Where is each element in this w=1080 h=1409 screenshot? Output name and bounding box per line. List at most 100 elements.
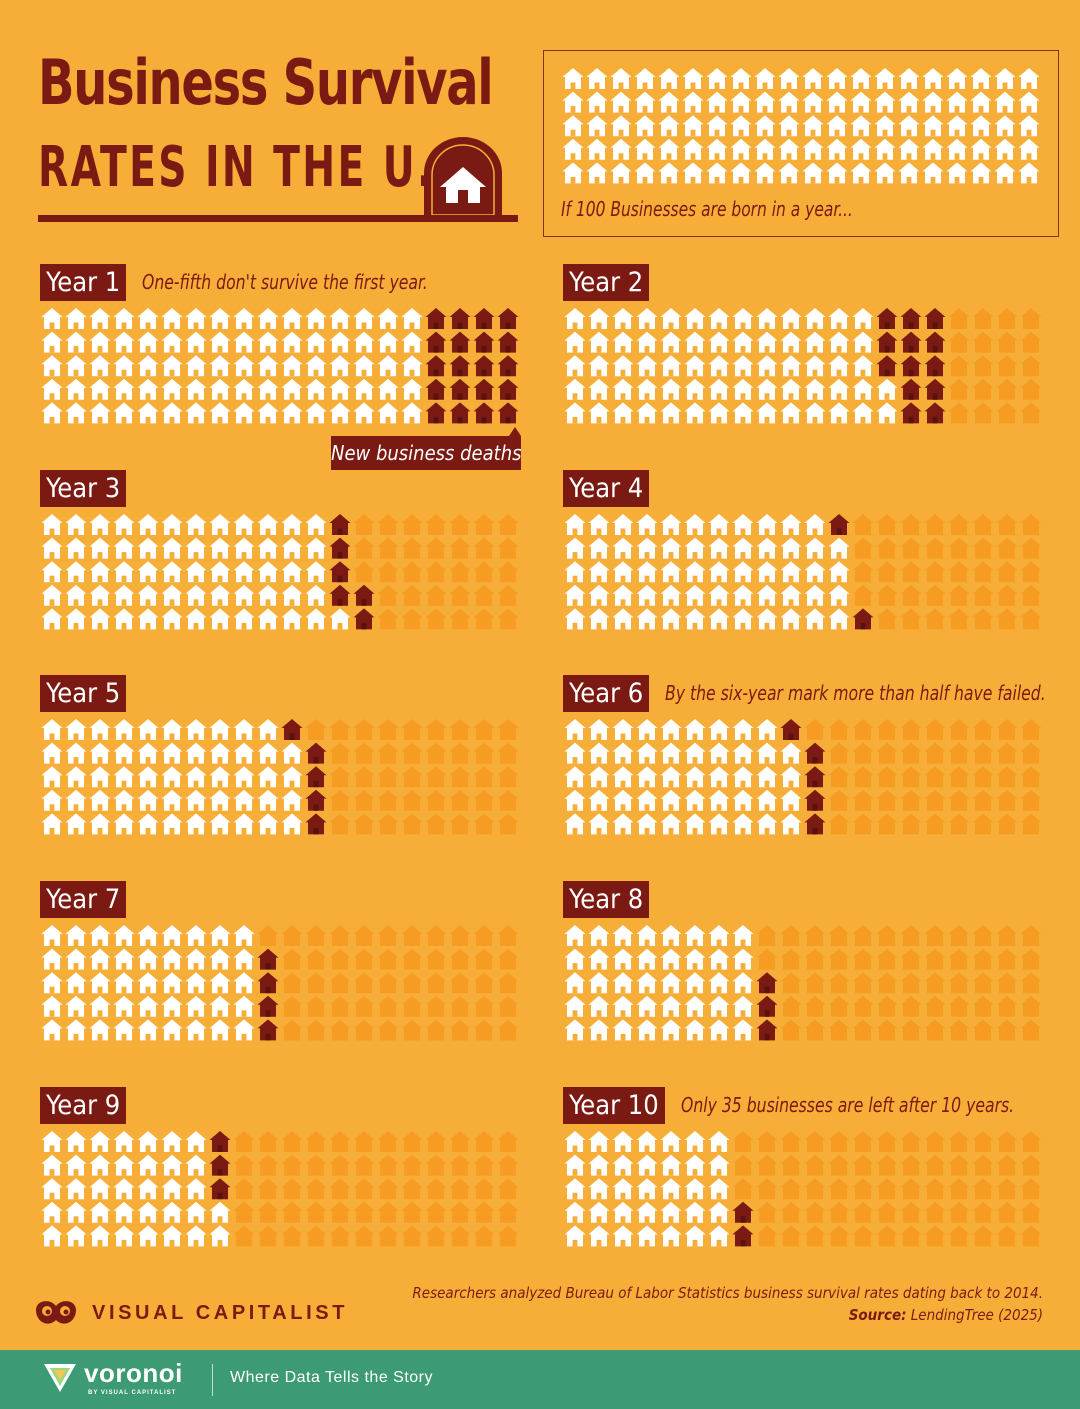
new-death-house-icon: [473, 402, 495, 424]
surviving-house-icon: [209, 308, 231, 329]
past-death-house-icon: [353, 514, 375, 535]
surviving-house-icon: [401, 378, 423, 400]
past-death-house-icon: [473, 1201, 495, 1223]
surviving-house-icon: [804, 584, 826, 606]
past-death-house-icon: [1020, 1154, 1042, 1176]
past-death-house-icon: [497, 925, 519, 946]
surviving-house-icon: [1018, 68, 1040, 89]
surviving-house-icon: [588, 1154, 610, 1176]
surviving-house-icon: [281, 402, 303, 424]
past-death-house-icon: [353, 1131, 375, 1152]
past-death-house-icon: [449, 1019, 471, 1041]
new-death-house-icon: [449, 378, 471, 400]
surviving-house-icon: [636, 514, 658, 535]
past-death-house-icon: [425, 584, 447, 606]
surviving-house-icon: [684, 972, 706, 994]
surviving-house-icon: [257, 402, 279, 424]
surviving-house-icon: [137, 608, 159, 630]
past-death-house-icon: [804, 719, 826, 740]
surviving-house-icon: [562, 68, 584, 89]
past-death-house-icon: [924, 561, 946, 583]
surviving-house-icon: [634, 115, 656, 137]
new-death-house-icon: [497, 308, 519, 329]
past-death-house-icon: [497, 1131, 519, 1152]
past-death-house-icon: [948, 1019, 970, 1041]
past-death-house-icon: [497, 742, 519, 764]
past-death-house-icon: [804, 995, 826, 1017]
past-death-house-icon: [281, 1201, 303, 1223]
surviving-house-icon: [281, 766, 303, 788]
surviving-house-icon: [89, 331, 111, 353]
surviving-house-icon: [612, 1201, 634, 1223]
past-death-house-icon: [425, 1225, 447, 1247]
past-death-house-icon: [924, 719, 946, 740]
past-death-house-icon: [972, 813, 994, 835]
surviving-house-icon: [612, 789, 634, 811]
surviving-house-icon: [89, 308, 111, 329]
surviving-house-icon: [778, 68, 800, 89]
past-death-house-icon: [900, 1131, 922, 1152]
past-death-house-icon: [329, 766, 351, 788]
past-death-house-icon: [449, 514, 471, 535]
surviving-house-icon: [612, 1225, 634, 1247]
new-death-house-icon: [305, 813, 327, 835]
past-death-house-icon: [924, 972, 946, 994]
new-death-house-icon: [473, 331, 495, 353]
past-death-house-icon: [996, 719, 1018, 740]
surviving-house-icon: [377, 308, 399, 329]
surviving-house-icon: [636, 608, 658, 630]
past-death-house-icon: [852, 537, 874, 559]
past-death-house-icon: [377, 537, 399, 559]
past-death-house-icon: [233, 1131, 255, 1152]
surviving-house-icon: [612, 1178, 634, 1200]
surviving-house-icon: [636, 402, 658, 424]
past-death-house-icon: [780, 948, 802, 970]
surviving-house-icon: [209, 514, 231, 535]
surviving-house-icon: [826, 91, 848, 113]
past-death-house-icon: [473, 584, 495, 606]
surviving-house-icon: [113, 1154, 135, 1176]
past-death-house-icon: [497, 1154, 519, 1176]
past-death-house-icon: [377, 1154, 399, 1176]
surviving-house-icon: [754, 162, 776, 184]
surviving-house-icon: [185, 402, 207, 424]
surviving-house-icon: [708, 561, 730, 583]
past-death-house-icon: [449, 789, 471, 811]
past-death-house-icon: [281, 1225, 303, 1247]
past-death-house-icon: [449, 925, 471, 946]
surviving-house-icon: [209, 402, 231, 424]
new-death-house-icon: [497, 378, 519, 400]
surviving-house-icon: [970, 68, 992, 89]
surviving-house-icon: [161, 972, 183, 994]
new-death-house-icon: [257, 948, 279, 970]
past-death-house-icon: [425, 742, 447, 764]
surviving-house-icon: [161, 355, 183, 377]
past-death-house-icon: [329, 719, 351, 740]
voronoi-subtitle: BY VISUAL CAPITALIST: [88, 1390, 177, 1396]
surviving-house-icon: [65, 514, 87, 535]
surviving-house-icon: [610, 115, 632, 137]
past-death-house-icon: [828, 766, 850, 788]
past-death-house-icon: [497, 1201, 519, 1223]
surviving-house-icon: [684, 537, 706, 559]
surviving-house-icon: [89, 1019, 111, 1041]
surviving-house-icon: [161, 1201, 183, 1223]
past-death-house-icon: [425, 608, 447, 630]
past-death-house-icon: [972, 1154, 994, 1176]
surviving-house-icon: [137, 1225, 159, 1247]
past-death-house-icon: [972, 789, 994, 811]
past-death-house-icon: [900, 972, 922, 994]
past-death-house-icon: [377, 972, 399, 994]
surviving-house-icon: [778, 138, 800, 160]
new-death-house-icon: [497, 331, 519, 353]
past-death-house-icon: [449, 742, 471, 764]
past-death-house-icon: [972, 925, 994, 946]
surviving-house-icon: [65, 813, 87, 835]
surviving-house-icon: [756, 308, 778, 329]
past-death-house-icon: [497, 789, 519, 811]
surviving-house-icon: [660, 995, 682, 1017]
surviving-house-icon: [65, 995, 87, 1017]
surviving-house-icon: [636, 766, 658, 788]
surviving-house-icon: [137, 402, 159, 424]
surviving-house-icon: [780, 584, 802, 606]
